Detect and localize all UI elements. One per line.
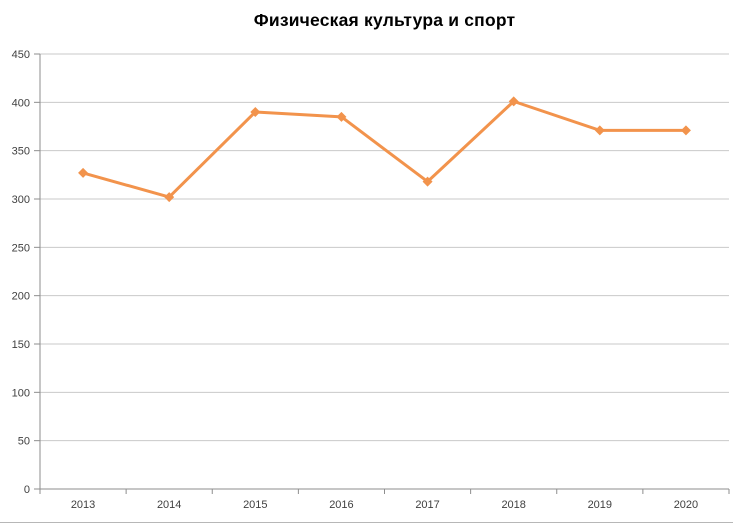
x-tick-label: 2014 [157,499,181,511]
x-tick-label: 2018 [501,499,525,511]
chart-border-bottom [0,522,733,523]
chart-title: Физическая культура и спорт [253,10,516,30]
y-tick-label: 150 [12,339,30,351]
data-point-marker [594,125,605,136]
data-point-marker [78,167,89,178]
data-point-marker [422,176,433,187]
data-line [81,99,688,199]
data-point-marker [250,107,261,117]
x-tick-label: 2020 [674,499,698,511]
data-point-marker [164,192,175,203]
y-tick-label: 350 [12,146,30,158]
y-tick-label: 400 [12,97,30,109]
x-tick-label: 2013 [71,499,95,511]
y-tick-label: 50 [18,436,30,448]
y-tick-label: 0 [24,484,30,496]
y-tick-label: 300 [12,194,30,206]
data-point-marker [508,96,519,107]
y-tick-label: 200 [12,291,30,303]
x-tick-label: 2017 [415,499,439,511]
y-tick-label: 100 [12,387,30,399]
x-tick-label: 2015 [243,499,267,511]
x-tick-label: 2016 [329,499,353,511]
data-point-marker [680,125,691,136]
data-point-marker [336,111,347,122]
x-tick-label: 2019 [588,499,612,511]
y-tick-label: 450 [12,49,30,61]
y-tick-label: 250 [12,242,30,254]
